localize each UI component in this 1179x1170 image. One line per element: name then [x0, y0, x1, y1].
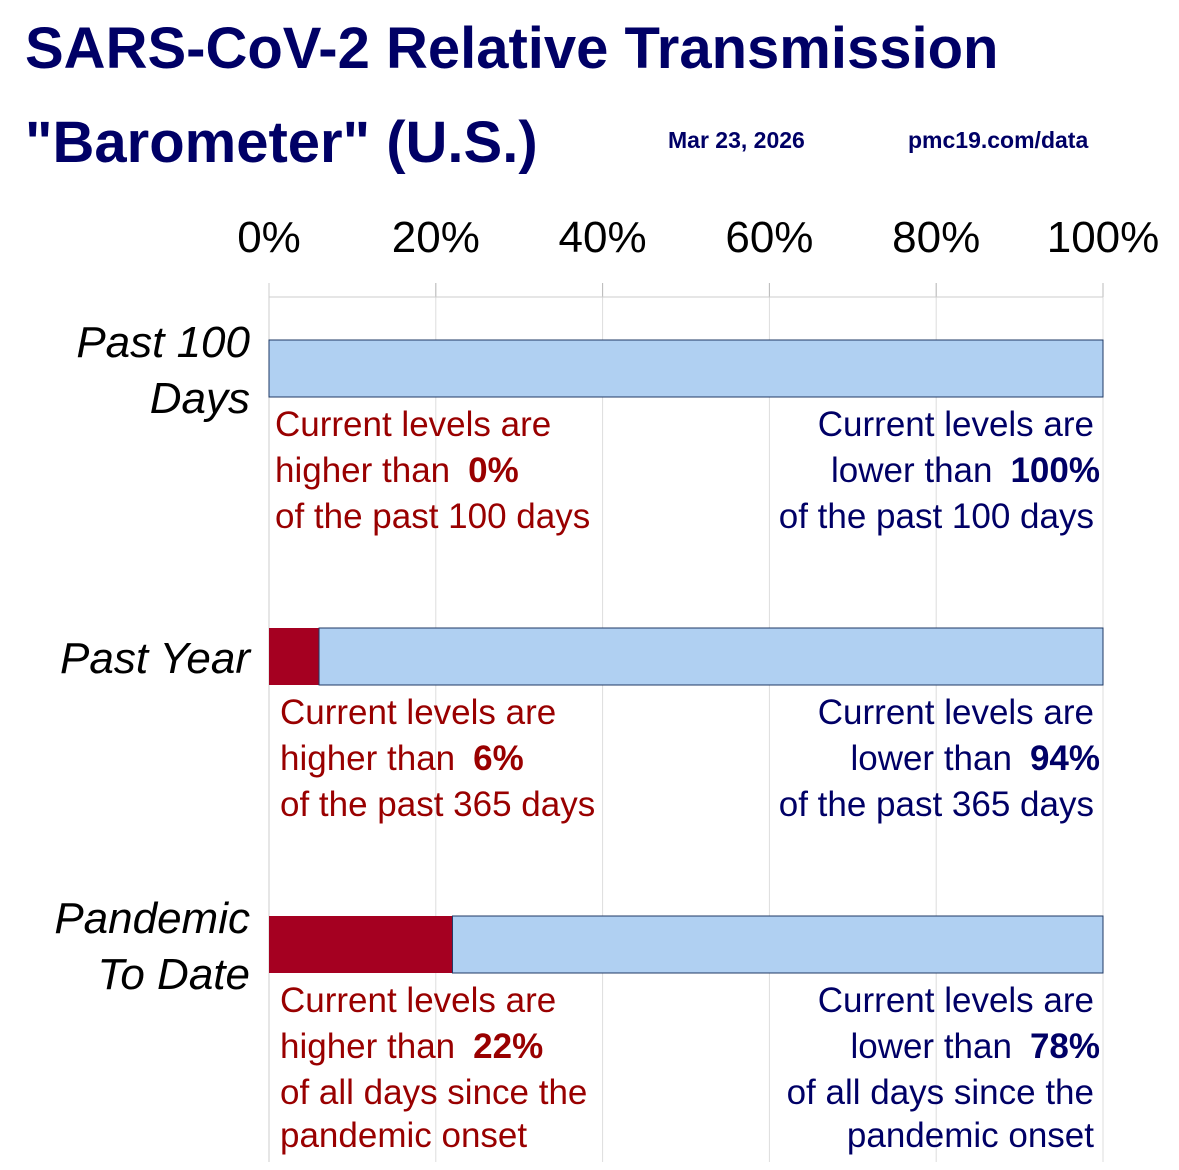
annotation-line: higher than — [280, 1027, 455, 1066]
annotation: of the past 100 days — [275, 497, 590, 536]
annotation: pandemic onset — [847, 1116, 1094, 1155]
annotation-line: lower than — [850, 1027, 1011, 1066]
value-label: 78% — [1030, 1027, 1100, 1066]
annotation-line: of the past 365 days — [280, 785, 595, 824]
x-tick-label: 20% — [392, 213, 480, 262]
y-tick-label: Past 100 Days — [76, 317, 250, 423]
date: Mar 23, 2026 — [668, 127, 805, 153]
annotation: pandemic onset — [280, 1116, 527, 1155]
value-label: 100% — [1010, 451, 1100, 490]
bar — [269, 916, 453, 973]
annotation: Current levels are — [818, 981, 1094, 1020]
x-tick-label: 100% — [1047, 213, 1160, 262]
annotation: lower than 100% — [831, 451, 1100, 490]
annotation-line: pandemic onset — [280, 1116, 527, 1155]
annotation: Current levels are — [280, 981, 556, 1020]
annotation-line: Current levels are — [818, 405, 1094, 444]
annotation-line: higher than — [280, 739, 455, 778]
annotation: of the past 100 days — [779, 497, 1094, 536]
annotation: of all days since the — [787, 1073, 1094, 1112]
x-tick-label: 40% — [559, 213, 647, 262]
value-label: 0% — [468, 451, 519, 490]
annotation-line: higher than — [275, 451, 450, 490]
x-tick-label: 0% — [237, 213, 301, 262]
bar — [268, 339, 1104, 398]
annotation-line: lower than — [831, 451, 992, 490]
annotation-line: Current levels are — [280, 981, 556, 1020]
annotation-line: of the past 365 days — [779, 785, 1094, 824]
annotation: of the past 365 days — [280, 785, 595, 824]
annotation: higher than 22% — [280, 1027, 543, 1066]
annotation: higher than 6% — [280, 739, 524, 778]
annotation-line: Current levels are — [818, 693, 1094, 732]
annotation: of all days since the — [280, 1073, 587, 1112]
annotation-line: of all days since the — [787, 1073, 1094, 1112]
annotation-line: Current levels are — [280, 693, 556, 732]
annotation: Current levels are — [280, 693, 556, 732]
chart-subtitle: "Barometer" (U.S.) — [25, 110, 538, 175]
source: pmc19.com/data — [908, 127, 1088, 153]
value-label: 22% — [473, 1027, 543, 1066]
annotation-line: lower than — [850, 739, 1011, 778]
y-tick-label: Past Year — [60, 633, 250, 683]
x-tick-label: 80% — [892, 213, 980, 262]
annotation-line: Current levels are — [275, 405, 551, 444]
annotation: lower than 94% — [850, 739, 1100, 778]
value-label: 94% — [1030, 739, 1100, 778]
annotation-line: Current levels are — [818, 981, 1094, 1020]
annotation-line: pandemic onset — [847, 1116, 1094, 1155]
annotation: Current levels are — [818, 405, 1094, 444]
y-tick-label: Pandemic To Date — [54, 893, 250, 999]
value-label: 6% — [473, 739, 524, 778]
annotation: Current levels are — [818, 693, 1094, 732]
chart-title: SARS-CoV-2 Relative Transmission — [25, 16, 998, 81]
annotation: Current levels are — [275, 405, 551, 444]
bar — [318, 627, 1104, 686]
annotation-line: of the past 100 days — [275, 497, 590, 536]
bar — [269, 628, 320, 685]
bar — [451, 915, 1104, 974]
annotation: of the past 365 days — [779, 785, 1094, 824]
annotation: lower than 78% — [850, 1027, 1100, 1066]
annotation-line: of the past 100 days — [779, 497, 1094, 536]
x-tick-label: 60% — [725, 213, 813, 262]
annotation-line: of all days since the — [280, 1073, 587, 1112]
annotation: higher than 0% — [275, 451, 519, 490]
